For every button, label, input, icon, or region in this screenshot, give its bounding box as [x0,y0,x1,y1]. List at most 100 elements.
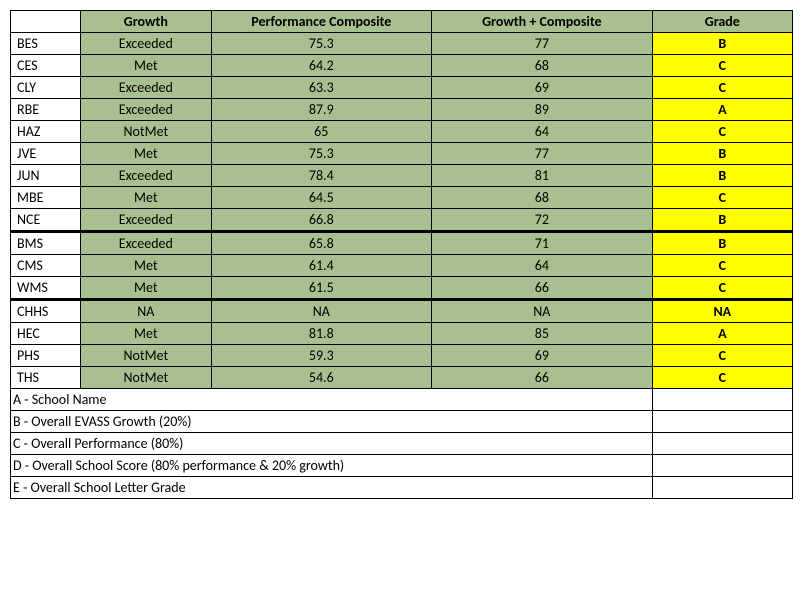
cell-school: HAZ [11,121,81,143]
cell-school: WMS [11,277,81,300]
cell-growth-composite: 69 [432,345,653,367]
cell-growth: NA [81,300,211,323]
cell-performance-composite: 61.4 [211,255,432,277]
cell-grade: C [652,345,792,367]
header-grade: Grade [652,11,792,33]
cell-grade: B [652,33,792,55]
cell-growth: Exceeded [81,33,211,55]
table-row: JVEMet75.377B [11,143,793,165]
cell-school: BMS [11,232,81,255]
cell-grade: NA [652,300,792,323]
table-row: MBEMet64.568C [11,187,793,209]
cell-grade: B [652,165,792,187]
legend-row: B - Overall EVASS Growth (20%) [11,411,793,433]
cell-performance-composite: 61.5 [211,277,432,300]
cell-grade: C [652,255,792,277]
header-school [11,11,81,33]
cell-growth-composite: 64 [432,121,653,143]
cell-growth: Met [81,187,211,209]
cell-grade: B [652,232,792,255]
cell-growth-composite: 69 [432,77,653,99]
cell-performance-composite: 64.5 [211,187,432,209]
table-row: PHSNotMet59.369C [11,345,793,367]
legend-empty [652,389,792,411]
legend-empty [652,477,792,499]
table-row: THSNotMet54.666C [11,367,793,389]
cell-performance-composite: 81.8 [211,323,432,345]
cell-growth-composite: 72 [432,209,653,232]
table-row: CHHSNANANANA [11,300,793,323]
header-performance-composite: Performance Composite [211,11,432,33]
cell-growth-composite: 64 [432,255,653,277]
cell-school: THS [11,367,81,389]
cell-grade: A [652,99,792,121]
table-row: BESExceeded75.377B [11,33,793,55]
legend-empty [652,433,792,455]
cell-growth-composite: 77 [432,33,653,55]
cell-growth-composite: 85 [432,323,653,345]
cell-grade: C [652,55,792,77]
header-row: Growth Performance Composite Growth + Co… [11,11,793,33]
cell-growth: Met [81,55,211,77]
legend-row: A - School Name [11,389,793,411]
cell-growth-composite: NA [432,300,653,323]
cell-school: RBE [11,99,81,121]
legend-text: A - School Name [11,389,653,411]
cell-growth: Exceeded [81,209,211,232]
cell-growth: Met [81,255,211,277]
cell-growth-composite: 66 [432,277,653,300]
cell-school: JUN [11,165,81,187]
cell-grade: B [652,143,792,165]
cell-performance-composite: 75.3 [211,143,432,165]
cell-growth: Exceeded [81,77,211,99]
legend-row: E - Overall School Letter Grade [11,477,793,499]
cell-performance-composite: 63.3 [211,77,432,99]
cell-school: NCE [11,209,81,232]
header-growth-composite: Growth + Composite [432,11,653,33]
cell-growth-composite: 77 [432,143,653,165]
cell-performance-composite: 75.3 [211,33,432,55]
legend-text: B - Overall EVASS Growth (20%) [11,411,653,433]
cell-school: CHHS [11,300,81,323]
school-performance-table: Growth Performance Composite Growth + Co… [10,10,793,499]
cell-growth-composite: 81 [432,165,653,187]
table-row: HAZNotMet6564C [11,121,793,143]
cell-grade: C [652,277,792,300]
table-row: RBEExceeded87.989A [11,99,793,121]
cell-grade: C [652,367,792,389]
legend-row: D - Overall School Score (80% performanc… [11,455,793,477]
cell-grade: C [652,187,792,209]
cell-performance-composite: 64.2 [211,55,432,77]
cell-growth-composite: 66 [432,367,653,389]
cell-growth-composite: 71 [432,232,653,255]
cell-growth: Met [81,143,211,165]
table-row: BMSExceeded65.871B [11,232,793,255]
cell-grade: C [652,121,792,143]
legend-empty [652,411,792,433]
cell-school: JVE [11,143,81,165]
cell-school: BES [11,33,81,55]
cell-growth-composite: 68 [432,187,653,209]
header-growth: Growth [81,11,211,33]
cell-school: MBE [11,187,81,209]
cell-grade: B [652,209,792,232]
table-row: WMSMet61.566C [11,277,793,300]
cell-grade: C [652,77,792,99]
table-row: CESMet64.268C [11,55,793,77]
cell-growth: Exceeded [81,232,211,255]
table-row: JUNExceeded78.481B [11,165,793,187]
legend-text: E - Overall School Letter Grade [11,477,653,499]
cell-school: CLY [11,77,81,99]
table-row: CLYExceeded63.369C [11,77,793,99]
table-row: HECMet81.885A [11,323,793,345]
cell-growth: Met [81,277,211,300]
cell-performance-composite: 65.8 [211,232,432,255]
cell-performance-composite: 54.6 [211,367,432,389]
cell-school: CMS [11,255,81,277]
cell-school: PHS [11,345,81,367]
cell-performance-composite: NA [211,300,432,323]
cell-growth-composite: 89 [432,99,653,121]
cell-performance-composite: 66.8 [211,209,432,232]
table-row: CMSMet61.464C [11,255,793,277]
legend-text: D - Overall School Score (80% performanc… [11,455,653,477]
